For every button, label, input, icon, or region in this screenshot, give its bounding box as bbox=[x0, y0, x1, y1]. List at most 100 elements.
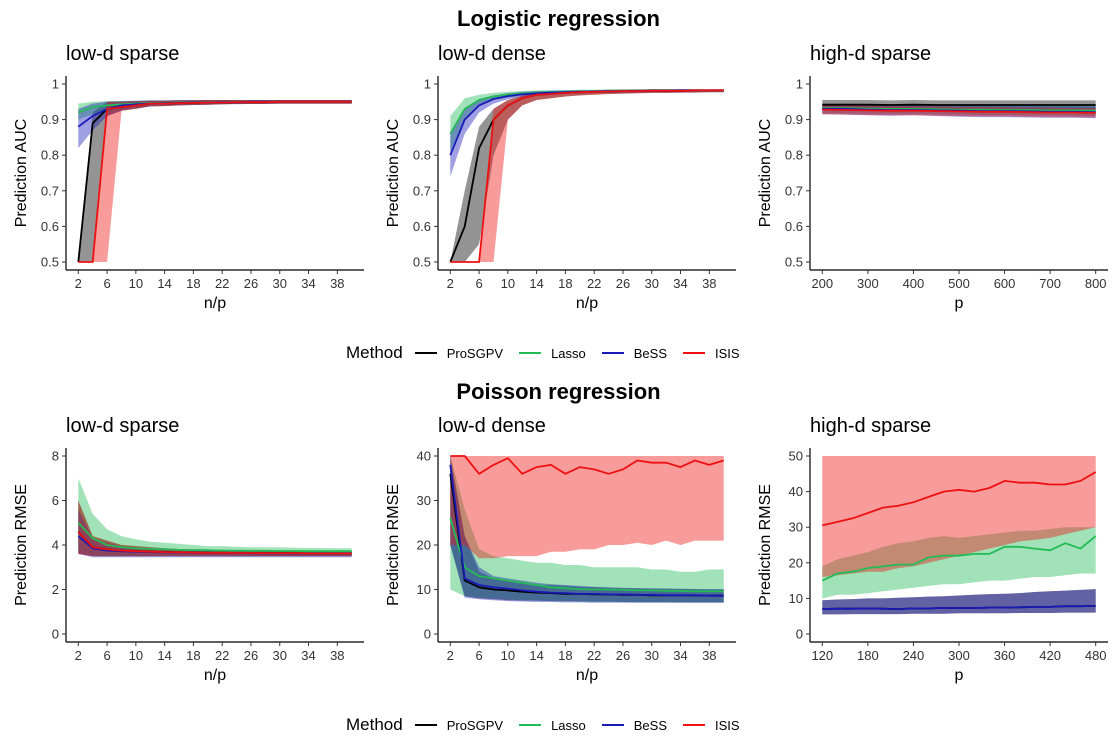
x-tick-label: 420 bbox=[1039, 648, 1061, 663]
legend-label: ISIS bbox=[715, 717, 740, 733]
chart-svg: high-d sparse 0.5 0.6 0.7 0.8 0.9 1 200 300 400 50… bbox=[757, 43, 1108, 312]
x-tick-label: 18 bbox=[186, 276, 200, 291]
line-lasso bbox=[821, 535, 1097, 582]
section-title-logistic: Logistic regression bbox=[457, 6, 660, 31]
y-tick-label: 0.6 bbox=[413, 219, 431, 234]
y-tick-label: 6 bbox=[52, 493, 59, 508]
y-tick-label: 0.8 bbox=[41, 148, 59, 163]
x-tick-label: 34 bbox=[673, 276, 687, 291]
x-tick-label: 6 bbox=[475, 276, 482, 291]
panel-title: low-d sparse bbox=[66, 415, 179, 437]
x-tick-label: 240 bbox=[903, 648, 925, 663]
y-axis-label: Prediction RMSE bbox=[385, 484, 402, 606]
y-tick-label: 0.9 bbox=[785, 112, 803, 127]
legend-title: Method bbox=[346, 715, 403, 734]
x-tick-label: 10 bbox=[129, 276, 143, 291]
y-tick-label: 0.5 bbox=[41, 254, 59, 269]
x-tick-label: 26 bbox=[616, 648, 630, 663]
x-tick-label: 2 bbox=[447, 648, 454, 663]
x-tick-label: 2 bbox=[75, 276, 82, 291]
x-axis-label: n/p bbox=[204, 667, 226, 684]
panel-title: high-d sparse bbox=[810, 43, 931, 65]
y-tick-label: 0.7 bbox=[41, 183, 59, 198]
x-axis-label: n/p bbox=[576, 295, 598, 312]
legend-item-lasso: Lasso bbox=[519, 718, 586, 733]
panel-title: low-d sparse bbox=[66, 43, 179, 65]
x-axis-label: p bbox=[955, 295, 964, 312]
y-tick-label: 30 bbox=[417, 493, 431, 508]
legend-item-bess: BeSS bbox=[601, 346, 667, 361]
legend-label: ProSGPV bbox=[446, 345, 504, 361]
chart-panel-poisson-low-d-dense: low-d dense 0 10 20 30 40 2 6 10 14 18 22 26 30 34 38 n/… bbox=[372, 408, 744, 708]
x-tick-label: 500 bbox=[948, 276, 970, 291]
legend-bottom: Method ProSGPV Lasso BeSS ISIS bbox=[0, 712, 1117, 738]
chart-panel-poisson-high-d-sparse: high-d sparse 0 10 20 30 40 50 120 180 240 300 360 4… bbox=[744, 408, 1116, 708]
y-tick-label: 8 bbox=[52, 449, 59, 464]
x-tick-label: 30 bbox=[273, 276, 287, 291]
x-tick-label: 38 bbox=[702, 648, 716, 663]
x-tick-label: 38 bbox=[702, 276, 716, 291]
legend-swatch bbox=[519, 352, 542, 354]
x-tick-label: 38 bbox=[330, 648, 344, 663]
x-tick-label: 18 bbox=[558, 276, 572, 291]
legend-item-prosgpv: ProSGPV bbox=[414, 345, 504, 361]
x-tick-label: 34 bbox=[301, 648, 315, 663]
x-tick-label: 300 bbox=[857, 276, 879, 291]
legend-swatch bbox=[519, 724, 542, 726]
x-tick-label: 22 bbox=[215, 276, 229, 291]
x-tick-label: 300 bbox=[948, 648, 970, 663]
legend-swatch bbox=[683, 724, 706, 726]
x-tick-label: 14 bbox=[529, 276, 543, 291]
chart-panel-logistic-low-d-sparse: low-d sparse 0.5 0.6 0.7 0.8 0.9 1 2 6 10 14 18 22 26… bbox=[0, 36, 372, 336]
x-axis-label: n/p bbox=[576, 667, 598, 684]
y-tick-label: 0.5 bbox=[785, 254, 803, 269]
chart-panel-logistic-high-d-sparse: high-d sparse 0.5 0.6 0.7 0.8 0.9 1 200 300 400 50… bbox=[744, 36, 1116, 336]
y-tick-label: 0.9 bbox=[41, 112, 59, 127]
line-isis bbox=[77, 531, 352, 555]
y-tick-label: 40 bbox=[417, 449, 431, 464]
x-tick-label: 400 bbox=[903, 276, 925, 291]
legend-swatch bbox=[414, 724, 437, 726]
x-axis-label: p bbox=[955, 667, 964, 684]
x-tick-label: 14 bbox=[157, 276, 171, 291]
band-isis bbox=[78, 100, 352, 262]
y-tick-label: 0.6 bbox=[41, 219, 59, 234]
y-tick-label: 10 bbox=[789, 591, 803, 606]
y-tick-label: 20 bbox=[789, 555, 803, 570]
y-tick-label: 0.5 bbox=[413, 254, 431, 269]
legend-label: ProSGPV bbox=[446, 717, 504, 733]
x-tick-label: 26 bbox=[244, 276, 258, 291]
x-tick-label: 180 bbox=[857, 648, 879, 663]
y-tick-label: 0.8 bbox=[785, 148, 803, 163]
y-tick-label: 0.7 bbox=[785, 183, 803, 198]
legend-swatch bbox=[414, 352, 437, 354]
y-axis-label: Prediction RMSE bbox=[13, 484, 30, 606]
x-tick-label: 22 bbox=[587, 276, 601, 291]
y-tick-label: 40 bbox=[789, 484, 803, 499]
y-tick-label: 0.7 bbox=[413, 183, 431, 198]
x-tick-label: 600 bbox=[994, 276, 1016, 291]
x-tick-label: 10 bbox=[501, 648, 515, 663]
y-tick-label: 0.8 bbox=[413, 148, 431, 163]
x-tick-label: 700 bbox=[1039, 276, 1061, 291]
y-tick-label: 1 bbox=[52, 77, 59, 92]
panel-title: high-d sparse bbox=[810, 415, 931, 437]
x-tick-label: 800 bbox=[1085, 276, 1107, 291]
legend-item-prosgpv: ProSGPV bbox=[414, 717, 504, 733]
line-isis bbox=[78, 100, 352, 263]
band-bess bbox=[450, 456, 724, 603]
y-tick-label: 30 bbox=[789, 520, 803, 535]
y-axis-label: Prediction AUC bbox=[757, 119, 774, 228]
x-axis-label: n/p bbox=[204, 295, 226, 312]
band-isis bbox=[822, 456, 1096, 577]
y-tick-label: 0 bbox=[424, 626, 431, 641]
legend-item-lasso: Lasso bbox=[519, 346, 586, 361]
x-tick-label: 18 bbox=[186, 648, 200, 663]
line-isis bbox=[450, 89, 724, 263]
x-tick-label: 2 bbox=[447, 276, 454, 291]
chart-svg: high-d sparse 0 10 20 30 40 50 120 180 240 300 360 4… bbox=[757, 415, 1108, 684]
legend-swatch bbox=[601, 724, 624, 726]
y-axis-label: Prediction AUC bbox=[385, 119, 402, 228]
x-tick-label: 480 bbox=[1085, 648, 1107, 663]
